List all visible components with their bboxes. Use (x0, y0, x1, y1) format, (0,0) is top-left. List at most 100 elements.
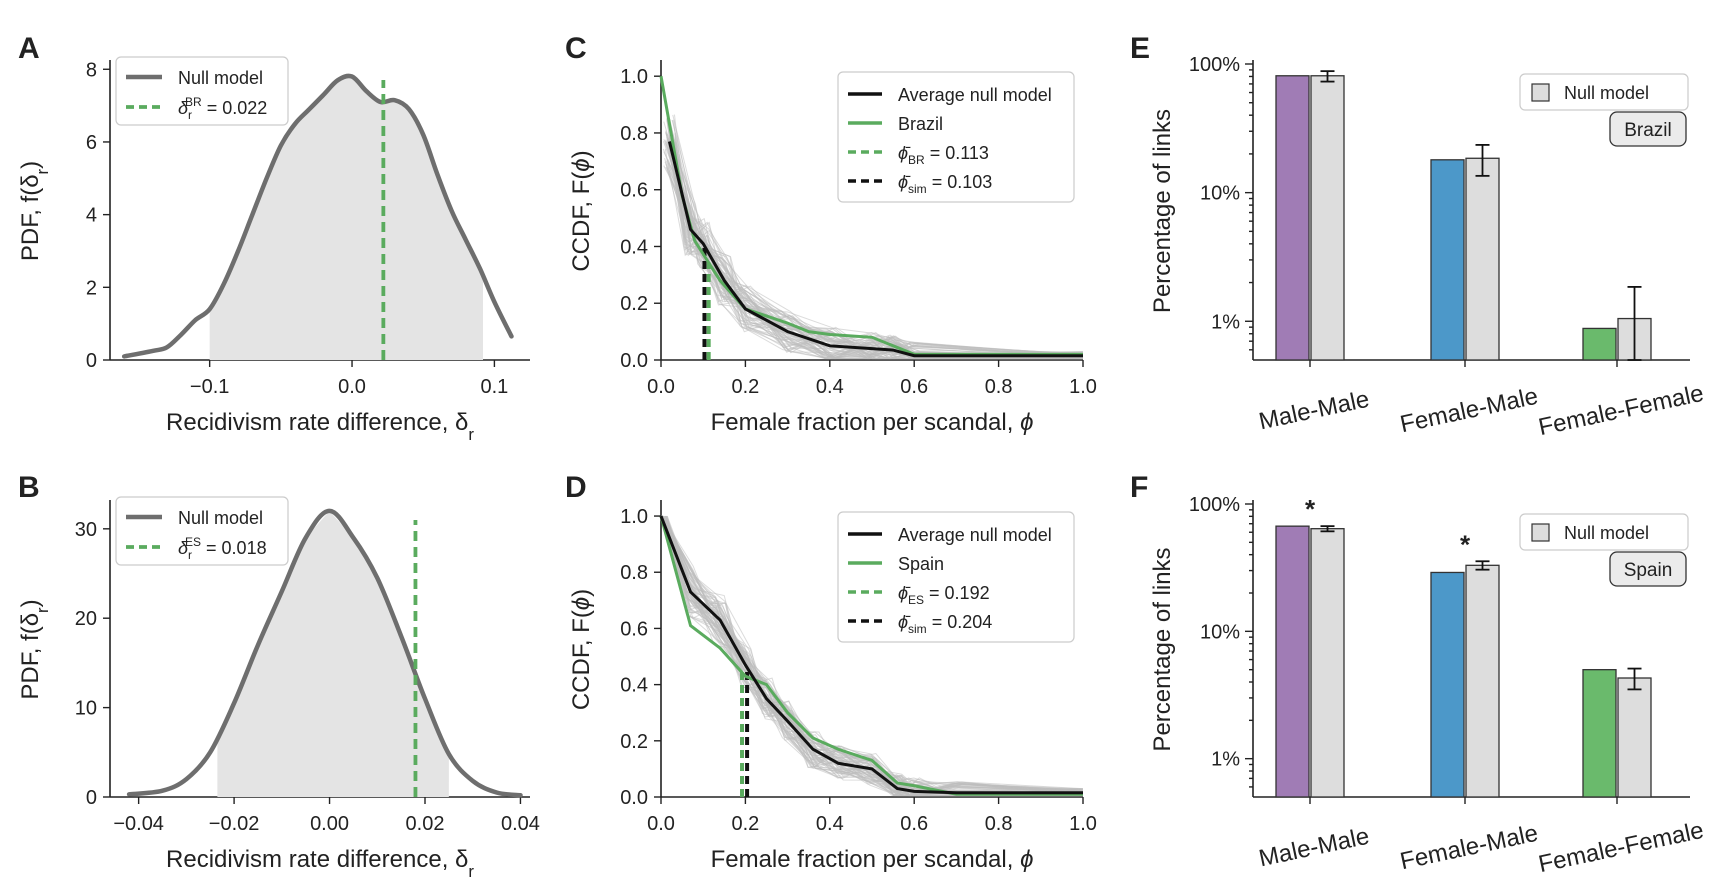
x-tick-label: −0.1 (190, 376, 229, 398)
legend-label: ϕ̄ES = 0.192 (898, 583, 990, 607)
legend-box (1519, 73, 1689, 111)
legend: Null model δrES = 0.018 (115, 496, 289, 566)
y-tick-label: 0 (86, 787, 97, 809)
x-tick-label: 0.0 (338, 376, 366, 398)
legend-label: Average null model (898, 525, 1052, 545)
y-tick-label: 2 (86, 277, 97, 299)
significance-star: * (1460, 529, 1471, 559)
bar-observed (1275, 525, 1310, 798)
bar-null-model (1465, 564, 1500, 798)
y-tick-label: 10% (1200, 183, 1240, 205)
panel-f: F 1% 10% 100% Percentage of links Male-Male * F… (1130, 471, 1706, 878)
legend-label-null: Null model (178, 508, 263, 528)
y-tick-label: 0.8 (620, 562, 648, 584)
x-tick-label: 0.8 (985, 813, 1013, 835)
country-badge: Spain (1609, 551, 1687, 587)
legend-box (1519, 513, 1689, 551)
x-axis-label: Recidivism rate difference, δr (166, 846, 474, 881)
confidence-shade (209, 77, 484, 360)
x-tick-label: Female-Male (1398, 383, 1541, 439)
x-tick-label: 0.8 (985, 376, 1013, 398)
x-tick-label: 1.0 (1069, 813, 1097, 835)
x-tick-label: 0.2 (731, 376, 759, 398)
bar-null-model (1310, 75, 1345, 361)
confidence-shade (217, 511, 449, 797)
x-tick-label: 0.2 (731, 813, 759, 835)
simulated-curve (660, 515, 1079, 797)
panel-a: A −0.1 0.0 0.1 0 2 4 6 8 Recidivism rate differen… (17, 32, 530, 444)
y-axis-label: CCDF, F(ϕ) (568, 589, 595, 710)
panel-letter: C (565, 32, 587, 65)
bar-observed (1582, 327, 1617, 361)
x-tick-label: −0.02 (209, 813, 260, 835)
legend-label: Average null model (898, 85, 1052, 105)
x-tick-label: Female-Male (1398, 820, 1541, 876)
simulated-curve (673, 168, 1078, 360)
simulated-curve (669, 119, 1083, 360)
badge-box (1609, 111, 1687, 147)
legend-label: ϕ̄sim = 0.103 (898, 172, 992, 196)
x-tick-label: 0.4 (816, 376, 844, 398)
x-tick-label: 0.0 (647, 813, 675, 835)
y-tick-label: 6 (86, 132, 97, 154)
legend-label: ϕ̄sim = 0.204 (898, 612, 992, 636)
x-tick-label: −0.04 (113, 813, 164, 835)
simulated-curve (666, 515, 1084, 797)
x-axis-label: Female fraction per scandal, ϕ (711, 846, 1034, 873)
y-tick-label: 1% (1211, 749, 1240, 771)
legend-swatch (1531, 83, 1550, 102)
bar-null-model (1617, 677, 1652, 798)
y-tick-label: 100% (1189, 54, 1240, 76)
null-model-curve (121, 73, 514, 359)
y-tick-label: 10 (75, 698, 97, 720)
x-tick-label: 0.6 (900, 376, 928, 398)
y-tick-label: 30 (75, 519, 97, 541)
badge-label: Brazil (1624, 120, 1672, 141)
simulated-curve (660, 515, 1083, 797)
x-tick-label: 0.6 (900, 813, 928, 835)
badge-label: Spain (1624, 560, 1673, 581)
legend-swatch (1531, 523, 1550, 542)
bar-observed (1275, 75, 1310, 361)
y-tick-label: 0.0 (620, 350, 648, 372)
null-model-curve (126, 508, 523, 798)
legend-label: Spain (898, 554, 944, 574)
y-tick-label: 20 (75, 608, 97, 630)
significance-star: * (1305, 494, 1316, 524)
legend-box (837, 71, 1075, 203)
x-tick-label: Female-Female (1536, 380, 1706, 441)
observed-curve (659, 515, 1083, 796)
x-tick-label: 0.00 (310, 813, 349, 835)
y-tick-label: 4 (86, 205, 97, 227)
bar-null-model (1465, 157, 1500, 361)
country-badge: Brazil (1609, 111, 1687, 147)
legend: Average null model Spain ϕ̄ES = 0.192 ϕ̄sim… (837, 511, 1075, 643)
y-tick-label: 0.2 (620, 293, 648, 315)
y-tick-label: 1% (1211, 311, 1240, 333)
legend: Null model δrBR = 0.022 (115, 56, 289, 126)
simulated-curve (665, 163, 1079, 359)
y-axis-label: Percentage of links (1149, 547, 1176, 751)
y-tick-label: 1.0 (620, 66, 648, 88)
y-tick-label: 0.4 (620, 675, 648, 697)
x-axis-label: Female fraction per scandal, ϕ (711, 409, 1034, 436)
average-null-curve (667, 141, 1083, 358)
y-tick-label: 10% (1200, 621, 1240, 643)
badge-box (1609, 551, 1687, 587)
y-axis-label: Percentage of links (1149, 109, 1176, 313)
panel-letter: D (565, 471, 587, 504)
average-null-curve (659, 515, 1083, 795)
legend-label-observed: δrES = 0.018 (178, 535, 267, 562)
panel-b: B −0.04 −0.02 0.00 0.02 0.04 0 10 20 30 Recidivism… (17, 471, 540, 881)
y-tick-label: 100% (1189, 494, 1240, 516)
y-axis-label: CCDF, F(ϕ) (568, 150, 595, 271)
y-axis-label: PDF, f(δr) (17, 599, 52, 699)
legend-label-null: Null model (178, 68, 263, 88)
y-tick-label: 0.8 (620, 123, 648, 145)
y-tick-label: 0.0 (620, 787, 648, 809)
y-tick-label: 0.2 (620, 731, 648, 753)
x-tick-label: 0.0 (647, 376, 675, 398)
observed-curve (659, 75, 1083, 356)
x-tick-label: Male-Male (1257, 823, 1372, 873)
bar-null-model (1310, 528, 1345, 798)
